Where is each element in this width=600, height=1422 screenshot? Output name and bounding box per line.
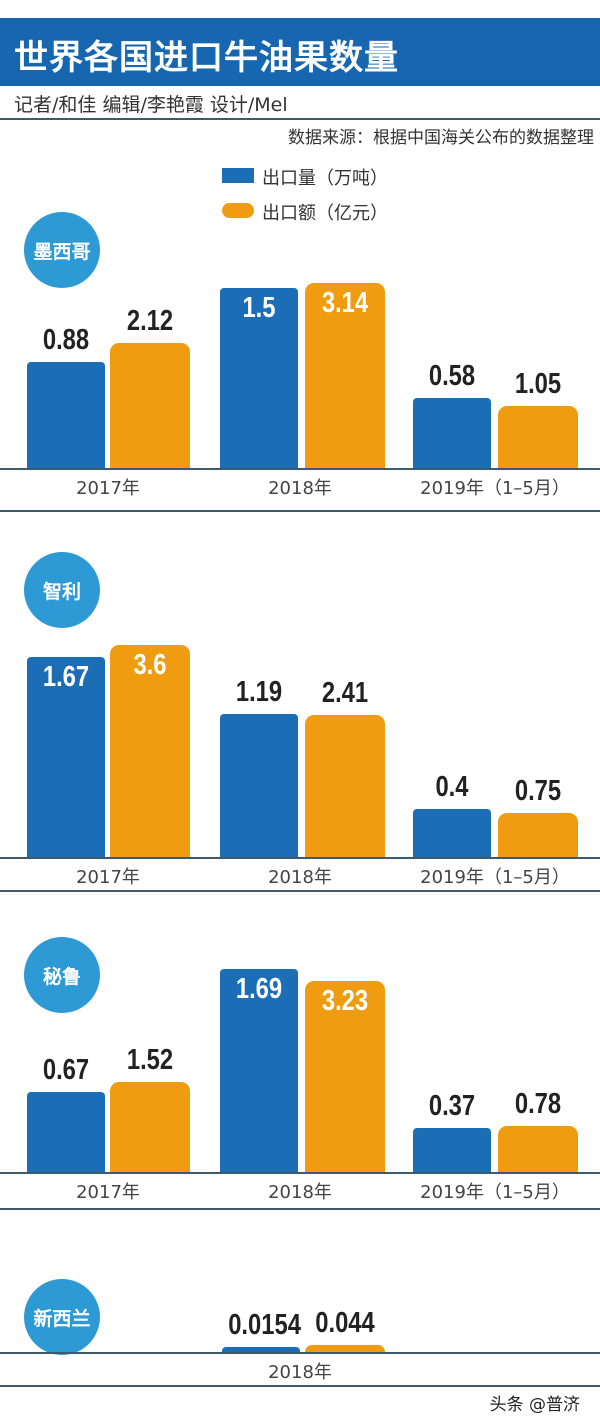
country-label: 新西兰: [24, 1279, 100, 1355]
data-label: 0.4: [435, 771, 469, 803]
bar-value: [110, 342, 190, 468]
bar-value: [498, 406, 578, 468]
bar-volume: [220, 714, 298, 857]
bar-volume: [220, 288, 298, 468]
data-label: 1.52: [126, 1044, 174, 1077]
baseline: [0, 1172, 600, 1174]
title-band: [0, 18, 600, 86]
bar-value: [305, 282, 385, 468]
x-tick-label: 2017年: [76, 1182, 140, 1203]
bar-value: [305, 1345, 385, 1352]
section-divider: [0, 890, 600, 892]
data-label: 1.5: [242, 292, 276, 324]
bar-value: [110, 644, 190, 857]
data-label: 1.05: [514, 368, 562, 401]
data-label: 0.67: [42, 1053, 90, 1086]
legend-swatch-volume: [222, 168, 254, 183]
footer-credit: 头条 @普济: [489, 1395, 580, 1415]
legend-label-value: 出口额（亿元）: [262, 203, 388, 224]
bar-volume: [27, 656, 105, 857]
x-tick-label: 2017年: [76, 478, 140, 499]
x-tick-label: 2018年: [268, 1182, 332, 1203]
data-label: 0.044: [315, 1307, 375, 1339]
baseline: [0, 468, 600, 470]
bar-volume: [27, 362, 105, 468]
divider: [0, 118, 600, 120]
x-tick-label: 2018年: [268, 867, 332, 888]
byline: 记者/和佳 编辑/李艳霞 设计/Mel: [14, 94, 288, 116]
x-tick-label: 2019年（1–5月）: [420, 867, 570, 888]
x-tick-label: 2019年（1–5月）: [420, 1182, 570, 1203]
data-label: 1.69: [235, 973, 283, 1006]
legend-swatch-value: [222, 203, 254, 218]
bar-volume: [27, 1091, 105, 1172]
data-label: 3.14: [321, 286, 369, 319]
bar-volume: [413, 398, 491, 468]
section-divider: [0, 1208, 600, 1210]
section-divider: [0, 510, 600, 512]
legend-label-volume: 出口量（万吨）: [262, 168, 388, 189]
bar-volume: [413, 1127, 491, 1172]
bar-volume: [220, 969, 298, 1172]
data-label: 0.78: [514, 1087, 562, 1120]
x-tick-label: 2018年: [268, 478, 332, 499]
data-label: 1.67: [42, 660, 90, 693]
page-title: 世界各国进口牛油果数量: [14, 38, 399, 78]
bar-value: [110, 1082, 190, 1172]
data-source: 数据来源：根据中国海关公布的数据整理: [288, 128, 594, 148]
data-label: 0.37: [428, 1089, 476, 1122]
bar-value: [498, 812, 578, 857]
x-tick-label: 2019年（1–5月）: [420, 478, 570, 499]
bar-value: [305, 714, 385, 857]
x-tick-label: 2018年: [268, 1362, 332, 1383]
data-label: 0.75: [514, 774, 562, 807]
bar-value: [498, 1125, 578, 1172]
bar-volume: [222, 1347, 300, 1352]
baseline: [0, 1352, 600, 1354]
data-label: 3.23: [321, 985, 369, 1018]
country-label: 秘鲁: [24, 937, 100, 1013]
data-label: 1.19: [235, 676, 283, 709]
bar-volume: [413, 809, 491, 857]
x-tick-label: 2017年: [76, 867, 140, 888]
data-label: 2.41: [321, 676, 369, 709]
country-label: 智利: [24, 552, 100, 628]
data-label: 0.0154: [228, 1309, 301, 1341]
section-divider: [0, 1385, 600, 1387]
country-label: 墨西哥: [24, 212, 100, 288]
bar-value: [305, 981, 385, 1172]
baseline: [0, 857, 600, 859]
data-label: 3.6: [133, 648, 167, 681]
data-label: 2.12: [126, 304, 174, 337]
data-label: 0.58: [428, 360, 476, 393]
data-label: 0.88: [42, 324, 90, 357]
